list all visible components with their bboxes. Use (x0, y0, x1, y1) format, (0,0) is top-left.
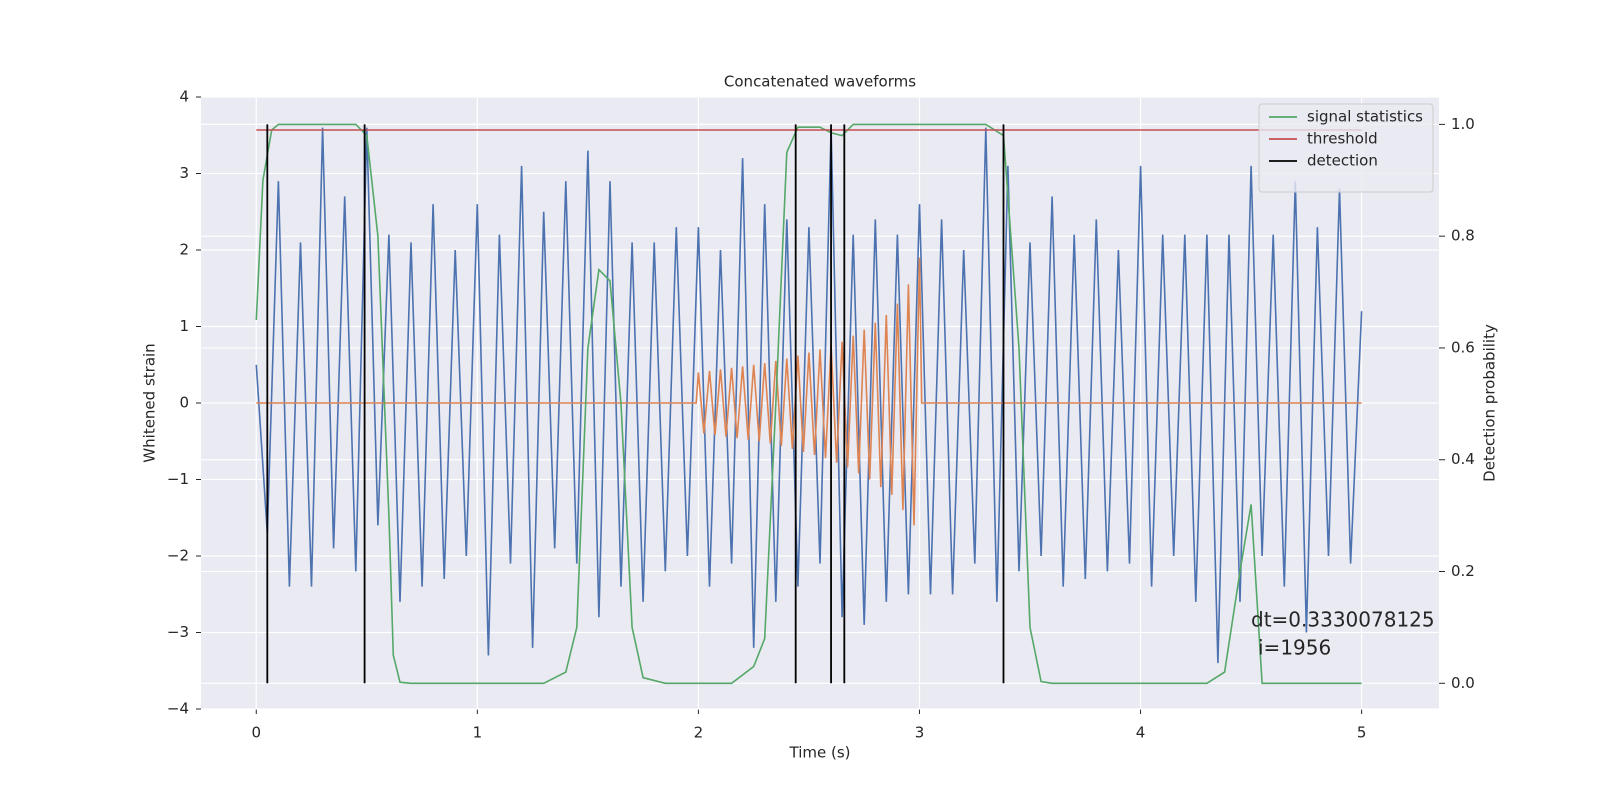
y-tick-label: −3 (167, 623, 189, 641)
legend: signal statistics threshold detection (1258, 103, 1434, 193)
annotation: dt=0.3330078125 (1251, 608, 1435, 632)
y-axis-label: Whitened strain (141, 343, 159, 462)
x-tick-label: 3 (915, 724, 925, 742)
y-tick-label: −2 (167, 547, 189, 565)
annotation: i=1956 (1258, 636, 1331, 660)
y-tick-label: 1 (179, 317, 189, 335)
x-tick-label: 1 (473, 724, 483, 742)
series-line (256, 257, 1362, 526)
series-line (255, 127, 1363, 664)
y-tick-label: 2 (179, 241, 189, 259)
y-tick-label: 4 (179, 88, 189, 106)
legend-label: threshold (1307, 130, 1378, 148)
y2-tick-label: 0.2 (1451, 562, 1475, 580)
legend-label: signal statistics (1307, 108, 1423, 126)
y-tick-label: 0 (179, 394, 189, 412)
y2-tick-label: 0.6 (1451, 338, 1475, 356)
y2-tick-label: 0.0 (1451, 674, 1475, 692)
y2-tick-label: 0.4 (1451, 450, 1475, 468)
y-tick-label: −4 (167, 700, 189, 718)
chart-title: Concatenated waveforms (724, 73, 916, 91)
x-axis-label: Time (s) (789, 744, 851, 762)
x-tick-label: 0 (251, 724, 261, 742)
x-tick-label: 4 (1136, 724, 1146, 742)
y2-tick-label: 1.0 (1451, 115, 1475, 133)
y-tick-label: 3 (179, 164, 189, 182)
legend-box (1258, 103, 1434, 193)
x-tick-label: 5 (1357, 724, 1367, 742)
series-line (255, 123, 1362, 685)
y2-tick-label: 0.8 (1451, 227, 1475, 245)
y-tick-label: −1 (167, 470, 189, 488)
x-tick-label: 2 (694, 724, 704, 742)
y2-axis-label: Detection probability (1481, 324, 1499, 482)
legend-label: detection (1307, 152, 1378, 170)
